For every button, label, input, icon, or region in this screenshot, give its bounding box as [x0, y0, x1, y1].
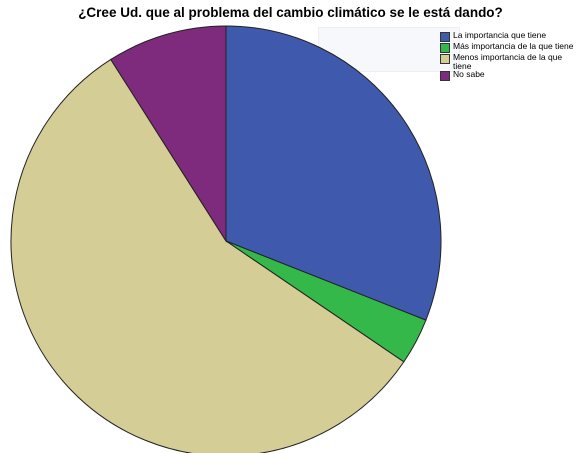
slice-no-sabe — [110, 25, 227, 243]
legend-label: La importancia que tiene — [453, 30, 547, 40]
legend-item-la-importancia: La importancia que tiene — [440, 31, 581, 42]
chart-legend: La importancia que tiene Más importancia… — [440, 31, 581, 81]
legend-item-no-sabe: No sabe — [440, 70, 581, 81]
legend-item-mas-importancia: Más importancia de la que tiene — [440, 42, 581, 53]
legend-label: Más importancia de la que tiene — [453, 41, 574, 51]
legend-swatch — [440, 71, 450, 81]
slice-la-importancia — [225, 25, 442, 321]
legend-swatch — [440, 32, 450, 42]
legend-swatch — [440, 43, 450, 53]
legend-label: No sabe — [453, 69, 485, 79]
legend-label: Menos importancia de la que tiene — [453, 52, 563, 71]
chart-title: ¿Cree Ud. que al problema del cambio cli… — [78, 5, 503, 20]
slice-menos-importancia — [10, 58, 405, 453]
legend-item-menos-importancia: Menos importancia de la que tiene — [440, 53, 581, 70]
legend-swatch — [440, 54, 450, 64]
